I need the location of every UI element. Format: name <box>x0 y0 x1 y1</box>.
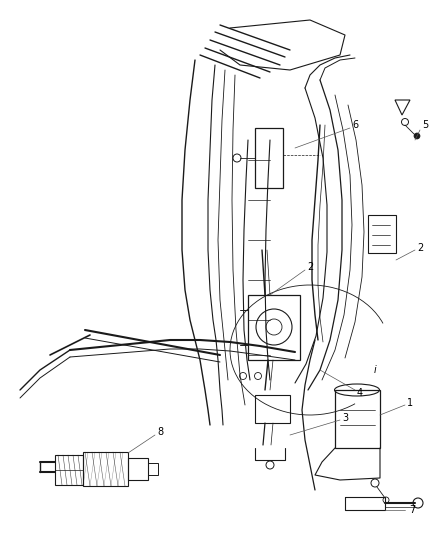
Text: 8: 8 <box>157 427 163 437</box>
Bar <box>335 390 380 448</box>
Circle shape <box>414 133 420 139</box>
Text: 1: 1 <box>407 398 413 408</box>
Text: i: i <box>374 365 376 375</box>
Text: 6: 6 <box>352 120 358 130</box>
Text: 3: 3 <box>342 413 348 423</box>
Text: 4: 4 <box>357 388 363 398</box>
Bar <box>128 458 148 480</box>
Bar <box>248 295 300 360</box>
Bar <box>368 215 396 253</box>
Bar <box>255 395 290 423</box>
Text: 5: 5 <box>422 120 428 130</box>
Bar <box>148 463 158 475</box>
Text: 2: 2 <box>417 243 423 253</box>
Text: 7: 7 <box>409 505 415 515</box>
Bar <box>83 452 128 486</box>
Text: 2: 2 <box>307 262 313 272</box>
Bar <box>255 128 283 188</box>
Bar <box>55 455 83 485</box>
